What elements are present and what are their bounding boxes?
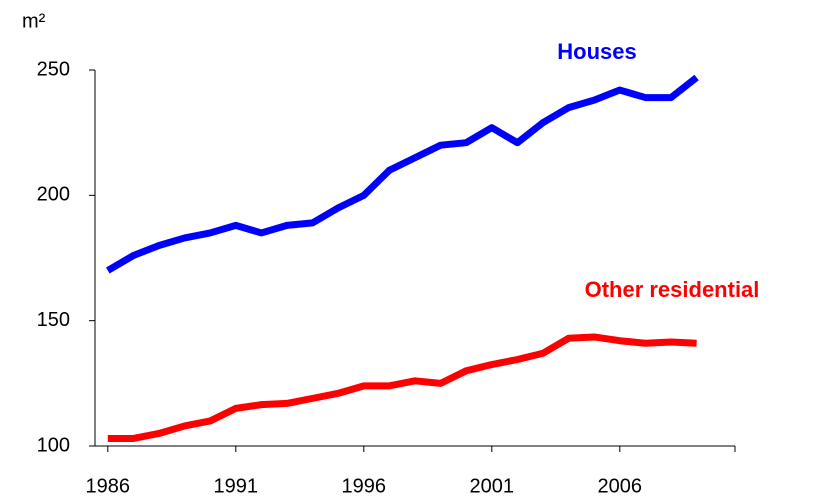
x-tick-label: 1986	[86, 475, 131, 497]
y-tick-label: 150	[37, 309, 70, 331]
series-line	[107, 333, 697, 442]
y-tick-label: 250	[37, 58, 70, 80]
y-tick-label: 200	[37, 184, 70, 206]
x-tick-label: 1991	[214, 475, 259, 497]
y-tick-label: 100	[37, 434, 70, 456]
x-tick-label: 2006	[598, 475, 643, 497]
x-tick-label: 1996	[342, 475, 387, 497]
series-label: Houses	[557, 39, 636, 64]
x-tick-label: 2001	[470, 475, 515, 497]
series-label: Other residential	[585, 277, 760, 302]
y-axis-label: m²	[22, 10, 46, 32]
series-line	[106, 74, 699, 274]
